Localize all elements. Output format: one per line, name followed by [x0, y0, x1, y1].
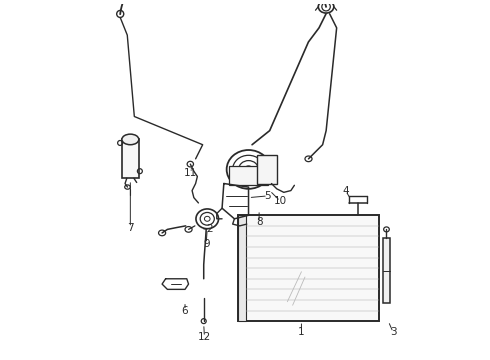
Bar: [238, 215, 245, 321]
Ellipse shape: [122, 134, 139, 145]
Text: 4: 4: [342, 186, 349, 195]
Bar: [383, 238, 391, 303]
Text: 1: 1: [298, 327, 305, 337]
Text: 5: 5: [265, 191, 271, 201]
Text: 3: 3: [390, 327, 396, 337]
Text: 8: 8: [256, 217, 263, 227]
Text: 10: 10: [274, 196, 287, 206]
Bar: [122, 139, 139, 178]
Text: 12: 12: [198, 332, 211, 342]
Text: 6: 6: [182, 306, 188, 315]
Bar: [238, 215, 379, 321]
Text: 9: 9: [203, 239, 210, 248]
Bar: [229, 166, 268, 185]
Text: 11: 11: [184, 168, 197, 178]
Bar: [257, 155, 277, 184]
Text: 7: 7: [127, 222, 134, 233]
Text: 2: 2: [206, 224, 213, 234]
